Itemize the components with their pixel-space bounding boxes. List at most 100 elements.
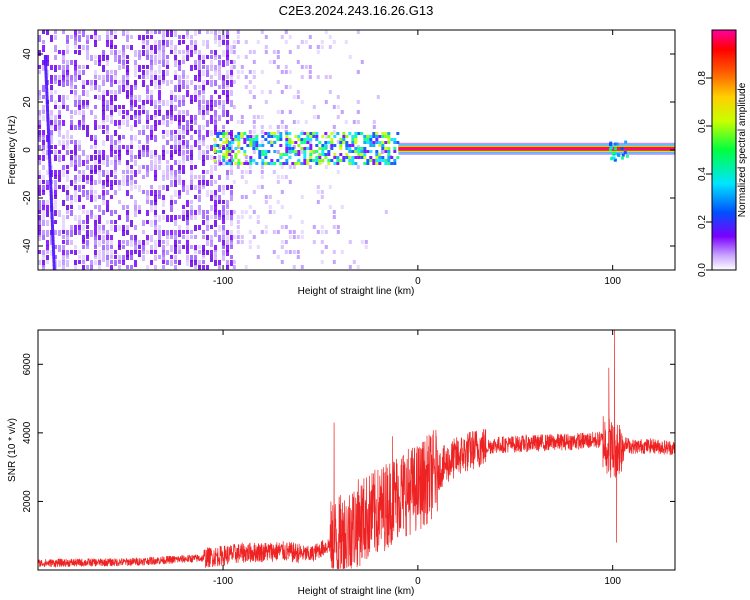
spectrogram-cell <box>264 225 268 229</box>
spectrogram-cell <box>316 190 320 194</box>
spectrogram-cell <box>178 80 181 86</box>
spectrogram-cell <box>186 255 189 262</box>
spectrogram-cell <box>126 70 129 77</box>
spectrogram-cell <box>330 138 334 141</box>
spectrogram-cell <box>194 45 197 51</box>
spectrogram-cell <box>134 95 137 100</box>
spectrogram-cell <box>162 45 165 52</box>
spectrogram-cell <box>146 165 149 172</box>
spectrogram-cell <box>276 135 280 138</box>
spectrogram-cell <box>276 80 280 84</box>
spectrogram-cell <box>608 147 612 151</box>
spectrogram-cell <box>162 250 165 257</box>
spectrogram-cell <box>202 175 205 181</box>
spectrogram-cell <box>321 147 325 150</box>
spectrogram-cell <box>218 30 221 34</box>
spectrogram-cell <box>102 120 105 124</box>
spectrogram-cell <box>50 206 54 211</box>
spectrogram-cell <box>126 225 129 230</box>
spectrogram-cell <box>98 75 101 80</box>
spectrogram-cell <box>138 165 141 172</box>
spectrogram-cell <box>206 190 209 197</box>
spectrogram-cell <box>48 162 52 167</box>
spectrogram-cell <box>110 260 113 264</box>
spectrogram-cell <box>198 140 201 144</box>
spectrogram-cell <box>186 215 189 220</box>
spectrogram-cell <box>74 30 77 37</box>
spectrogram-cell <box>288 165 292 169</box>
spectrogram-cell <box>82 70 85 75</box>
spectrogram-cell <box>162 80 165 84</box>
spectrogram-cell <box>86 225 89 229</box>
spectrogram-cell <box>306 132 310 135</box>
spectrogram-cell <box>231 141 235 144</box>
spectrogram-cell <box>138 250 141 257</box>
spectrogram-cell <box>218 85 221 89</box>
spectrogram-cell <box>162 210 165 214</box>
spectrogram-cell <box>182 130 185 134</box>
spectrogram-cell <box>47 136 51 141</box>
spectrogram-cell <box>186 245 189 250</box>
spectrogram-cell <box>366 162 370 165</box>
spectrogram-cell <box>110 50 113 55</box>
spectrogram-cell <box>240 132 244 135</box>
spectrogram-cell <box>122 105 125 109</box>
spectrogram-cell <box>146 75 149 79</box>
spectrogram-cell <box>260 140 264 144</box>
spectrogram-cell <box>130 135 133 141</box>
spectrogram-cell <box>46 230 49 237</box>
spectrogram-cell <box>210 65 213 71</box>
spectrogram-cell <box>324 132 328 135</box>
spectrogram-cell <box>94 205 97 209</box>
spectrogram-cell <box>202 255 205 259</box>
spectrogram-cell <box>54 245 57 249</box>
spectrogram-cell <box>387 159 391 162</box>
spectrogram-cell <box>86 105 89 109</box>
spectrogram-cell <box>78 225 81 230</box>
spectrogram-cell <box>74 90 77 97</box>
spectrogram-cell <box>70 125 73 130</box>
spectrogram-cell <box>226 265 229 270</box>
spectrogram-cell <box>230 255 233 259</box>
spectrogram-cell <box>154 105 157 109</box>
spectrogram-cell <box>98 60 101 66</box>
spectrogram-cell <box>285 135 289 138</box>
spectrogram-cell <box>222 105 225 110</box>
spectrogram-cell <box>280 120 284 124</box>
spectrogram-cell <box>336 159 340 162</box>
spectrogram-cell <box>309 159 313 162</box>
spectrogram-cell <box>62 185 65 192</box>
spectrogram-cell <box>62 245 65 250</box>
spectrogram-cell <box>324 30 328 34</box>
spectrogram-cell <box>158 190 161 196</box>
spectrogram-cell <box>170 245 173 252</box>
spectrogram-cell <box>190 65 193 71</box>
spectrogram-cell <box>170 30 173 37</box>
spectrogram-cell <box>78 105 81 110</box>
y-tick-label: 4000 <box>22 421 33 444</box>
spectrogram-cell <box>174 260 177 264</box>
spectrogram-cell <box>66 240 69 245</box>
spectrogram-cell <box>255 144 259 147</box>
spectrogram-cell <box>252 95 256 99</box>
spectrogram-cell <box>236 215 240 219</box>
spectrogram-cell <box>106 40 109 47</box>
spectrogram-cell <box>280 35 284 39</box>
spectrogram-cell <box>202 55 205 62</box>
spectrogram-cell <box>202 40 205 46</box>
spectrogram-cell <box>174 95 177 102</box>
spectrogram-cell <box>360 150 364 153</box>
spectrogram-cell <box>260 130 264 134</box>
spectrogram-cell <box>174 150 177 154</box>
spectrogram-cell <box>182 40 185 44</box>
spectrogram-cell <box>74 145 77 150</box>
spectrogram-cell <box>190 245 193 249</box>
spectrogram-cell <box>381 141 385 144</box>
spectrogram-cell <box>86 100 89 107</box>
spectrogram-cell <box>230 210 233 215</box>
spectrogram-cell <box>255 141 259 144</box>
spectrogram-cell <box>366 138 370 141</box>
spectrogram-cell <box>303 153 307 156</box>
spectrogram-cell <box>244 195 248 199</box>
spectrogram-cell <box>102 130 105 134</box>
